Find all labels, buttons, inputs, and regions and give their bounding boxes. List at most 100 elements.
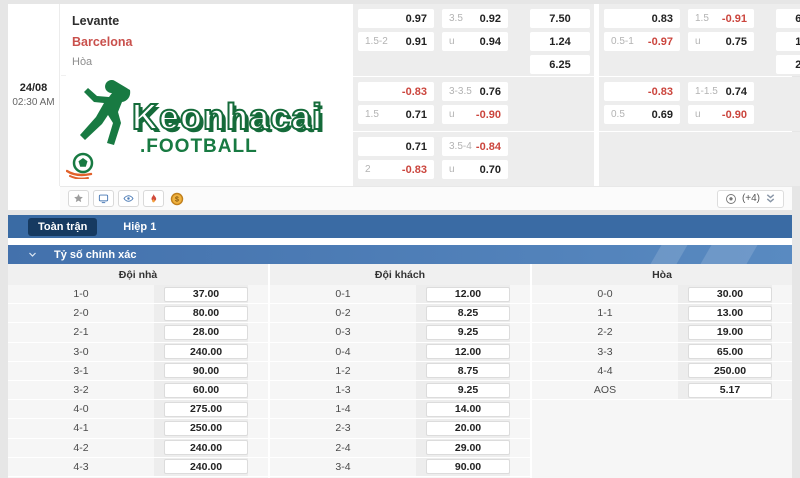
score-odds-button[interactable]: 90.00 bbox=[164, 363, 248, 379]
correct-score-section-header[interactable]: Tỷ số chính xác bbox=[8, 245, 792, 264]
handicap-price: -0.83 bbox=[401, 163, 427, 176]
total-odds-cell[interactable]: 3.5 0.92 bbox=[442, 9, 508, 28]
score-column-draw: 0-0 30.00 1-1 13.00 2-2 bbox=[532, 285, 792, 478]
score-odds-button[interactable]: 80.00 bbox=[164, 305, 248, 321]
score-label: 4-4 bbox=[532, 361, 678, 380]
score-label: 3-1 bbox=[8, 361, 154, 380]
score-odds-button[interactable]: 9.25 bbox=[426, 382, 510, 398]
handicap-price: 0.83 bbox=[651, 12, 673, 25]
total-odds-cell[interactable]: u -0.90 bbox=[442, 105, 508, 124]
total-odds-cell[interactable]: u 0.94 bbox=[442, 32, 508, 51]
score-odds-button[interactable]: 8.25 bbox=[426, 305, 510, 321]
1x2-price: 1.69 bbox=[795, 35, 800, 48]
score-odds-button[interactable]: 250.00 bbox=[688, 363, 772, 379]
score-odds-button[interactable]: 5.17 bbox=[688, 382, 772, 398]
score-odds-button[interactable]: 60.00 bbox=[164, 382, 248, 398]
logo-text: Keonhacai .FOOTBALL bbox=[131, 97, 323, 156]
score-label: 0-3 bbox=[270, 323, 416, 342]
1x2-odds-cell[interactable]: 1.24 bbox=[530, 32, 590, 51]
score-value-band: 8.25 bbox=[416, 304, 510, 323]
handicap-price: -0.83 bbox=[647, 85, 673, 98]
score-odds-button[interactable]: 13.00 bbox=[688, 305, 772, 321]
more-odds-button[interactable]: (+4) bbox=[716, 189, 784, 208]
total-odds-cell[interactable]: 1-1.5 0.74 bbox=[688, 82, 754, 101]
handicap-odds-cell[interactable]: -0.83 bbox=[604, 82, 680, 101]
score-odds-button[interactable]: 250.00 bbox=[164, 420, 248, 436]
row-tail bbox=[248, 400, 268, 419]
total-odds-cell[interactable]: u -0.90 bbox=[688, 105, 754, 124]
handicap-odds-cell[interactable]: 1.5-2 0.91 bbox=[358, 32, 434, 51]
coin-icon[interactable]: $ bbox=[168, 190, 185, 207]
handicap-odds-cell[interactable]: 2 -0.83 bbox=[358, 160, 434, 179]
score-column-away: 0-1 12.00 0-2 8.25 0-3 bbox=[270, 285, 530, 478]
handicap-odds-cell[interactable]: 1.5 0.71 bbox=[358, 105, 434, 124]
1x2-odds-cell[interactable]: 2.80 bbox=[776, 55, 800, 74]
score-odds-button[interactable]: 65.00 bbox=[688, 344, 772, 360]
score-odds-button[interactable]: 240.00 bbox=[164, 459, 248, 475]
total-odds-cell[interactable]: u 0.70 bbox=[442, 160, 508, 179]
handicap-odds-cell[interactable]: -0.83 bbox=[358, 82, 434, 101]
score-row: 3-3 65.00 bbox=[532, 342, 792, 362]
total-odds-cell[interactable]: 1.5 -0.91 bbox=[688, 9, 754, 28]
score-row: 2-4 29.00 bbox=[270, 438, 530, 458]
away-team-name[interactable]: Barcelona bbox=[72, 35, 133, 49]
score-odds-button[interactable]: 12.00 bbox=[426, 286, 510, 302]
handicap-odds-cell[interactable]: 0.71 bbox=[358, 137, 434, 156]
total-price: -0.90 bbox=[475, 108, 501, 121]
total-odds-cell[interactable]: u 0.75 bbox=[688, 32, 754, 51]
score-odds-button[interactable]: 37.00 bbox=[164, 286, 248, 302]
eye-icon[interactable] bbox=[118, 190, 139, 207]
live-tv-icon[interactable] bbox=[93, 190, 114, 207]
score-row: 0-0 30.00 bbox=[532, 285, 792, 305]
row-tail bbox=[248, 457, 268, 476]
chevron-down-icon[interactable] bbox=[28, 250, 37, 259]
total-line: 3.5-4 bbox=[449, 141, 472, 152]
handicap-odds-cell[interactable]: 0.83 bbox=[604, 9, 680, 28]
score-value-band: 60.00 bbox=[154, 380, 248, 400]
1x2-odds-cell[interactable]: 1.69 bbox=[776, 32, 800, 51]
score-row: 0-1 12.00 bbox=[270, 285, 530, 305]
1x2-odds-cell[interactable]: 6.50 bbox=[776, 9, 800, 28]
tab-first-half[interactable]: Hiệp 1 bbox=[123, 220, 157, 233]
home-team-name[interactable]: Levante bbox=[72, 14, 120, 28]
score-odds-button[interactable]: 14.00 bbox=[426, 401, 510, 417]
handicap-odds-cell[interactable]: 0.5-1 -0.97 bbox=[604, 32, 680, 51]
tab-full-match[interactable]: Toàn trận bbox=[28, 217, 98, 236]
score-odds-button[interactable]: 19.00 bbox=[688, 324, 772, 340]
score-odds-button[interactable]: 29.00 bbox=[426, 440, 510, 456]
star-icon[interactable] bbox=[68, 190, 89, 207]
total-price: 0.74 bbox=[725, 85, 747, 98]
score-row: 2-0 80.00 bbox=[8, 304, 268, 324]
handicap-odds: 0.83 0.5-1 -0.97 bbox=[604, 9, 680, 76]
score-odds-button[interactable]: 240.00 bbox=[164, 344, 248, 360]
row-tail bbox=[510, 380, 530, 400]
1x2-odds: 7.50 1.24 6.25 bbox=[530, 9, 590, 76]
score-label: 3-2 bbox=[8, 380, 154, 400]
score-row: 1-4 14.00 bbox=[270, 400, 530, 420]
score-odds-button[interactable]: 20.00 bbox=[426, 420, 510, 436]
score-column-home: 1-0 37.00 2-0 80.00 2-1 bbox=[8, 285, 268, 478]
total-odds: 3.5 0.92 u 0.94 bbox=[442, 9, 508, 76]
score-value-band: 28.00 bbox=[154, 323, 248, 342]
score-value-band: 240.00 bbox=[154, 342, 248, 361]
score-odds-button[interactable]: 9.25 bbox=[426, 324, 510, 340]
1x2-odds-cell[interactable]: 6.25 bbox=[530, 55, 590, 74]
hot-flame-icon[interactable] bbox=[143, 190, 164, 207]
odds-band: 0.71 2 -0.83 3.5-4 -0.84 u 0.70 bbox=[353, 132, 594, 186]
handicap-odds-cell[interactable]: 0.97 bbox=[358, 9, 434, 28]
score-value-band: 19.00 bbox=[678, 323, 772, 342]
match-toolbar: $ (+4) bbox=[60, 186, 792, 210]
score-odds-button[interactable]: 90.00 bbox=[426, 459, 510, 475]
score-odds-button[interactable]: 275.00 bbox=[164, 401, 248, 417]
score-odds-button[interactable]: 8.75 bbox=[426, 363, 510, 379]
total-odds-cell[interactable]: 3.5-4 -0.84 bbox=[442, 137, 508, 156]
score-value-band: 250.00 bbox=[154, 419, 248, 438]
score-odds-button[interactable]: 28.00 bbox=[164, 324, 248, 340]
total-odds-cell[interactable]: 3-3.5 0.76 bbox=[442, 82, 508, 101]
score-odds-button[interactable]: 12.00 bbox=[426, 344, 510, 360]
total-line: u bbox=[449, 164, 455, 175]
score-odds-button[interactable]: 30.00 bbox=[688, 286, 772, 302]
1x2-odds-cell[interactable]: 7.50 bbox=[530, 9, 590, 28]
score-odds-button[interactable]: 240.00 bbox=[164, 440, 248, 456]
handicap-odds-cell[interactable]: 0.5 0.69 bbox=[604, 105, 680, 124]
